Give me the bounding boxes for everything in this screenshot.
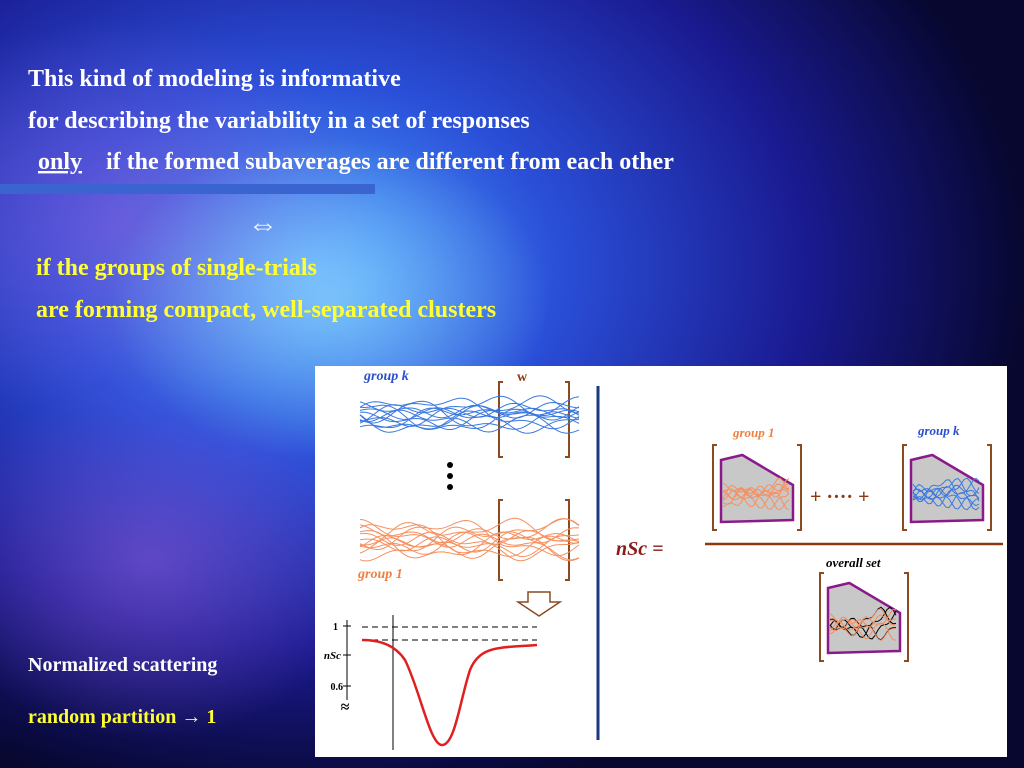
footer-line: random partition → 1 [28, 706, 216, 728]
equivalence: ⇔ [248, 208, 278, 241]
waveform [829, 608, 897, 640]
emphasis: only [38, 149, 82, 175]
envelope [909, 453, 985, 524]
axis-ticks [343, 625, 351, 687]
formula: nSc = [616, 538, 664, 560]
waveform [722, 483, 790, 508]
ellipsis-dot [447, 484, 453, 490]
waveform [723, 477, 790, 507]
label: group k [917, 423, 960, 438]
reference-line [362, 626, 537, 641]
label: w [517, 370, 528, 385]
ellipsis-dot [447, 473, 453, 479]
waveform [359, 518, 580, 554]
label: group 1 [357, 567, 403, 582]
waveform [829, 608, 897, 637]
axis-label: 1 [333, 622, 338, 633]
waveform [722, 478, 790, 509]
waveform [359, 405, 580, 433]
condition-line: if the groups of single-trials [36, 255, 317, 281]
label: group k [363, 369, 409, 384]
ellipsis-dot [447, 462, 453, 468]
intro-line: This kind of modeling is informative [28, 66, 401, 92]
waveform [359, 534, 580, 558]
bracket [819, 572, 909, 662]
waveform [359, 401, 580, 429]
waveform [722, 488, 790, 510]
waveform [359, 407, 580, 434]
waveform [912, 479, 980, 507]
waveform [359, 395, 580, 427]
condition-line: are forming compact, well-separated clus… [36, 297, 496, 323]
waveform [359, 519, 580, 561]
divider-bar [0, 184, 375, 194]
waveform [722, 484, 790, 500]
axis-label: nSc [324, 650, 341, 662]
waveform [359, 404, 580, 431]
arrow [515, 591, 563, 617]
footer-line: Normalized scattering [28, 654, 217, 676]
intro-line: if the formed subaverages are different … [106, 149, 674, 175]
waveform [359, 397, 580, 430]
waveform [829, 613, 897, 641]
waveform [359, 524, 580, 562]
axis-break: ≈ [341, 699, 350, 716]
waveform [359, 406, 580, 430]
bracket [902, 444, 992, 531]
label: group 1 [732, 425, 775, 440]
bracket [712, 444, 802, 531]
background-glow [0, 380, 370, 740]
label: overall set [826, 555, 881, 570]
waveform [912, 477, 980, 505]
waveform [359, 530, 580, 559]
intro-line: for describing the variability in a set … [28, 108, 530, 134]
figure-panel [315, 366, 1007, 757]
nsc-curve [361, 638, 538, 747]
figure: group k w group 1 1 nSc 0.6 ≈ nSc = grou… [315, 366, 1007, 757]
formula: + ···· + [810, 486, 869, 508]
waveform [359, 524, 580, 557]
axis-label: 0.6 [331, 682, 344, 693]
waveform [912, 477, 980, 509]
waveform [360, 522, 580, 546]
